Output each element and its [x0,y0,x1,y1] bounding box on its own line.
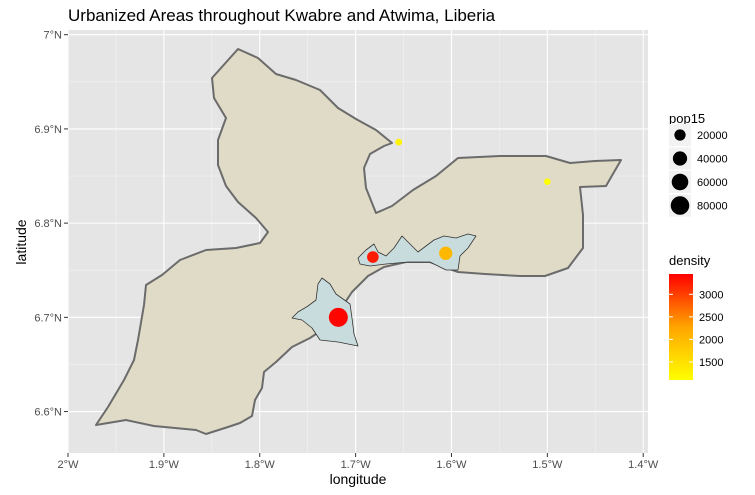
urban-center-point [544,178,551,185]
legend-pop15-label: 40000 [697,154,728,166]
x-tick-label: 1.7°W [341,459,372,471]
urban-center-point [395,138,403,146]
legend-density-title: density [669,253,711,268]
urban-area-polygon [357,233,477,271]
urban-area-polygon [291,277,359,347]
x-tick-label: 1.9°W [149,459,180,471]
legend-pop15-label: 60000 [697,177,728,189]
legend-pop15-label: 20000 [697,130,728,142]
x-tick-label: 2°W [58,459,80,471]
x-tick-label: 1.4°W [628,459,659,471]
legend-density-label: 2500 [699,312,723,324]
y-axis: 6.6°N 6.7°N 6.8°N 6.9°N 7°N [34,30,68,419]
y-tick-label: 7°N [44,30,63,42]
legend-density-label: 3000 [699,289,723,301]
x-tick-label: 1.6°W [436,459,467,471]
legend-pop15-key [671,173,689,191]
urban-center-point [328,307,348,327]
legend-density-label: 1500 [699,357,723,369]
legend-pop15: pop15 20000 40000 60000 80000 [669,111,728,217]
plot-title: Urbanized Areas throughout Kwabre and At… [68,6,496,25]
urban-center-point [367,251,379,263]
y-axis-title: latitude [13,219,29,264]
y-tick-label: 6.9°N [34,124,62,136]
density-colorbar [669,274,693,380]
x-tick-label: 1.8°W [245,459,276,471]
legend-pop15-title: pop15 [669,111,705,126]
x-axis-title: longitude [330,471,387,487]
y-tick-label: 6.6°N [34,407,62,419]
y-tick-label: 6.8°N [34,218,62,230]
data-points [328,138,551,327]
urban-center-point [439,246,453,260]
legend-pop15-key [674,129,686,141]
legend-density-label: 2000 [699,334,723,346]
legend-pop15-key [670,196,690,215]
y-tick-label: 6.7°N [34,312,62,324]
legend-pop15-label: 80000 [697,201,728,213]
legend-density: density 1500 2000 2500 3000 [669,253,723,380]
x-tick-label: 1.5°W [532,459,563,471]
x-axis: 2°W 1.9°W 1.8°W 1.7°W 1.6°W 1.5°W 1.4°W [58,453,659,471]
legend-pop15-key [672,151,688,166]
